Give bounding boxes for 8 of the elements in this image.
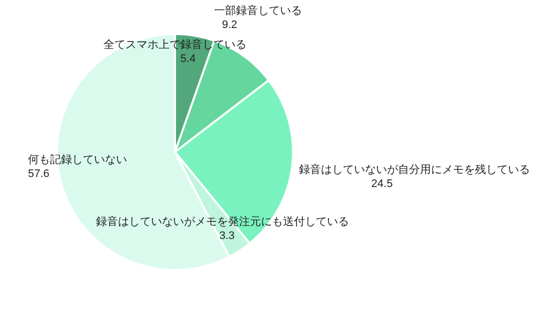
data-label: 9.2: [222, 19, 238, 31]
data-label: 24.5: [371, 178, 393, 190]
slice-label: 録音はしていないが自分用にメモを残している: [299, 163, 530, 176]
slice-label: 何も記録していない: [28, 153, 127, 166]
data-label: 57.6: [28, 168, 50, 180]
data-label: 3.3: [219, 230, 235, 242]
data-label: 5.4: [180, 53, 196, 65]
slice-label: 一部録音している: [214, 4, 302, 17]
